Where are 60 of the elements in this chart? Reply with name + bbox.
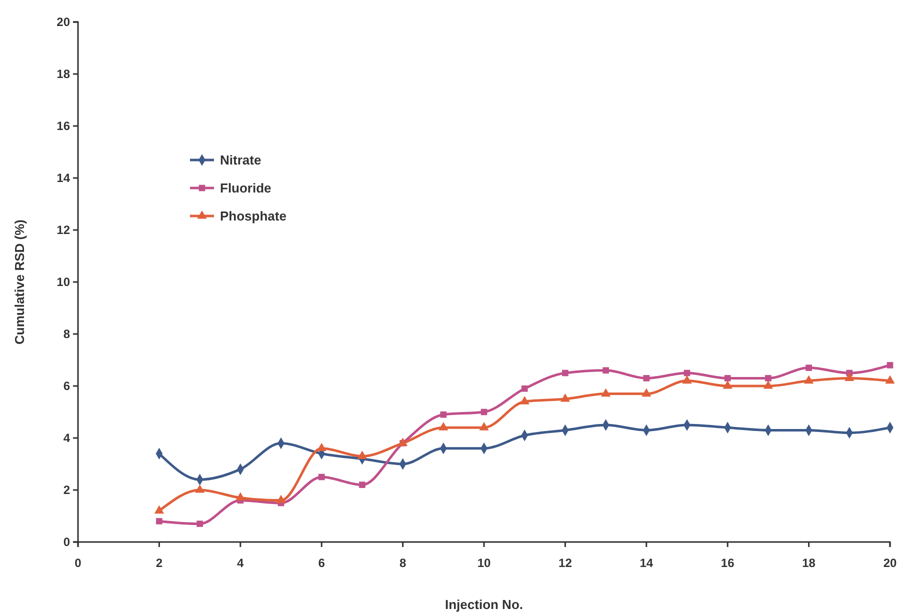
y-tick-label: 0 [63,534,70,549]
point [357,450,368,459]
point [440,411,447,418]
point [398,438,408,446]
y-axis-title: Cumulative RSD (%) [12,220,27,344]
point [560,393,570,402]
point [885,375,895,384]
point [763,380,774,389]
y-tick-label: 8 [63,326,70,341]
point [806,364,812,371]
point [196,520,203,527]
x-axis-title: Injection No. [445,597,523,612]
point [765,375,772,382]
legend-label: Nitrate [220,152,262,168]
point [642,388,652,397]
x-tick-label: 4 [237,556,244,570]
point [886,362,894,368]
x-tick-label: 16 [720,556,735,570]
point [154,505,164,514]
point [722,380,732,389]
y-tick-label: 10 [56,274,70,289]
x-tick-label: 2 [156,556,163,570]
point [276,494,286,504]
y-tick-label: 6 [63,378,70,393]
point [562,370,568,376]
y-tick-label: 16 [56,118,70,133]
x-tick-label: 12 [558,556,572,570]
point [643,375,650,382]
x-tick-label: 0 [74,556,82,570]
point [682,375,692,384]
x-tick-label: 18 [802,556,816,570]
point [236,492,246,501]
point [520,396,530,404]
point [194,484,205,493]
y-tick-label: 18 [56,66,70,81]
y-tick-label: 14 [56,170,70,185]
point [438,422,448,430]
point [602,367,609,374]
point [521,385,528,392]
point [479,422,489,430]
point [480,408,488,416]
legend-label: Fluoride [220,180,272,196]
point [844,372,854,381]
y-tick-label: 4 [63,430,70,445]
x-tick-label: 10 [477,556,491,570]
y-tick-label: 20 [56,14,70,29]
x-tick-label: 6 [318,556,326,570]
x-tick-label: 20 [883,556,897,570]
point [156,518,162,524]
point [318,474,325,480]
point [359,482,366,488]
x-tick-label: 8 [399,556,406,570]
legend-label: Phosphate [220,208,286,224]
point [600,388,611,397]
point [804,375,814,384]
point [316,442,326,452]
point [724,375,731,382]
x-tick-label: 14 [640,556,654,570]
y-tick-label: 2 [63,482,70,497]
y-tick-label: 12 [56,222,70,237]
